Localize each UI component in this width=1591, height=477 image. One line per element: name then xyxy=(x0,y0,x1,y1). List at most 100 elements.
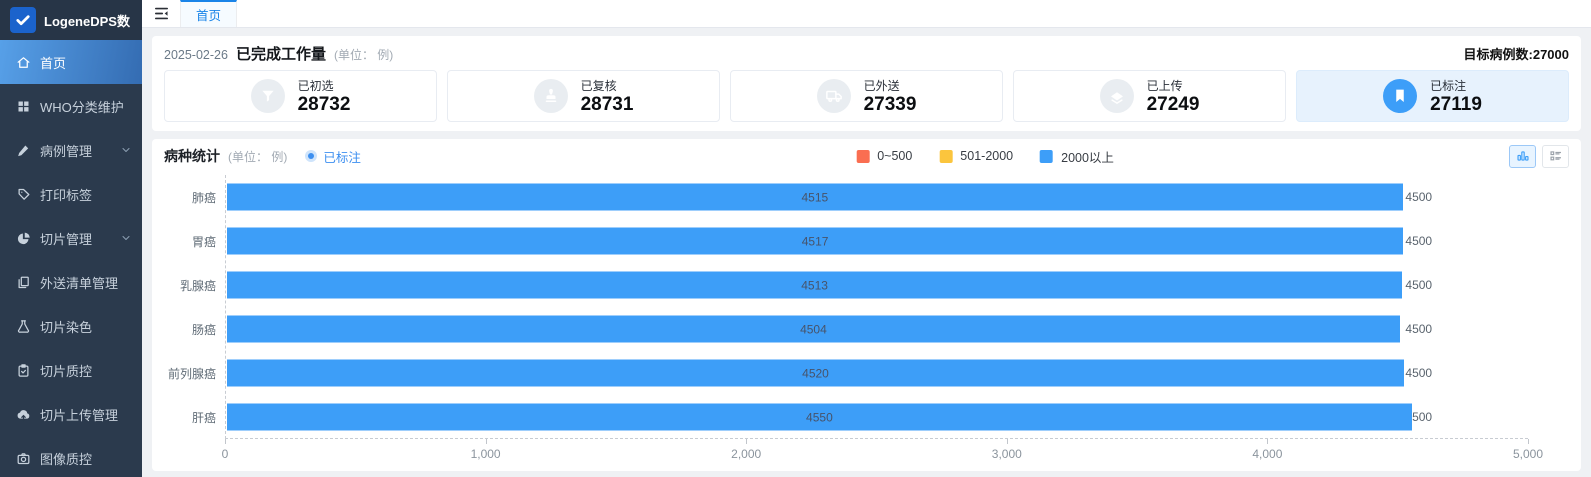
target-value-label: 4500 xyxy=(1405,190,1433,204)
bar-value-label: 4517 xyxy=(801,234,829,248)
category-label: 肠癌 xyxy=(191,322,216,337)
x-axis-line xyxy=(225,438,1528,439)
stat-text: 已外送 27339 xyxy=(864,77,917,116)
bar-value-label: 4513 xyxy=(801,278,828,292)
date-label: 2025-02-26 xyxy=(164,48,228,62)
logo: LogeneDPS数 xyxy=(0,0,142,40)
stat-value: 27339 xyxy=(863,93,917,115)
chevron-down-icon xyxy=(120,144,132,156)
stamp-icon xyxy=(533,79,568,113)
category-label: 乳腺癌 xyxy=(179,278,216,293)
bar-4[interactable]: 4520 xyxy=(227,359,1404,387)
workload-header: 2025-02-26 已完成工作量 (单位： 例) 目标病例数:27000 xyxy=(164,43,1569,63)
legend-item[interactable]: 0~500 xyxy=(856,149,912,163)
x-axis-tick-mark xyxy=(746,439,748,444)
clipboard-check-icon xyxy=(16,363,31,378)
bar-3[interactable]: 4504 xyxy=(227,315,1400,343)
legend-label: 501-2000 xyxy=(960,149,1014,163)
sidebar-item-image-qc[interactable]: 图像质控 xyxy=(0,436,142,477)
sidebar-item-slide-staining[interactable]: 切片染色 xyxy=(0,304,142,348)
camera-icon xyxy=(16,451,31,466)
stat-label: 已上传 xyxy=(1146,78,1183,93)
category-label: 胃癌 xyxy=(191,234,216,249)
target-value-label: 4500 xyxy=(1405,410,1433,424)
document-copy-icon xyxy=(16,275,31,290)
target-cases-label: 目标病例数:27000 xyxy=(1463,47,1569,62)
bar-1[interactable]: 4517 xyxy=(227,227,1404,255)
stat-card-annotated[interactable]: 已标注 27119 xyxy=(1296,70,1569,122)
workload-title: 已完成工作量 xyxy=(235,46,326,63)
target-value-label: 4500 xyxy=(1405,322,1433,336)
sidebar-item-who-category[interactable]: WHO分类维护 xyxy=(0,84,142,128)
sidebar-item-outsource-list[interactable]: 外送清单管理 xyxy=(0,260,142,304)
chart-row: 乳腺癌 4513 4500 xyxy=(180,263,1528,307)
stat-card-sent-out[interactable]: 已外送 27339 xyxy=(730,70,1003,122)
tab-home[interactable]: 首页 xyxy=(180,0,238,27)
chart-row: 前列腺癌 4520 4500 xyxy=(168,351,1528,395)
legend-item[interactable]: 2000以上 xyxy=(1040,147,1114,166)
bookmark-icon xyxy=(1383,79,1418,113)
stat-text: 已标注 27119 xyxy=(1430,77,1482,116)
x-axis-tick-mark xyxy=(485,439,487,444)
chart-header: 病种统计 (单位： 例) 已标注 0~500 501-2000 2000以上 xyxy=(164,139,1569,173)
workload-unit-note: (单位： 例) xyxy=(333,48,394,62)
sidebar-item-case-management[interactable]: 病例管理 xyxy=(0,128,142,172)
stat-card-reviewed[interactable]: 已复核 28731 xyxy=(447,70,720,122)
sidebar-item-slide-upload[interactable]: 切片上传管理 xyxy=(0,392,142,436)
series-toggle[interactable]: 已标注 xyxy=(305,147,361,166)
stat-card-initial-selected[interactable]: 已初选 28732 xyxy=(164,70,437,122)
bar-5[interactable]: 4550 xyxy=(227,403,1412,431)
funnel-icon xyxy=(250,79,285,113)
tag-icon xyxy=(16,187,31,202)
sidebar-item-home[interactable]: 首页 xyxy=(0,40,142,84)
collapse-menu-icon[interactable] xyxy=(142,0,180,27)
scanner-icon xyxy=(1099,79,1134,113)
sidebar-item-print-label[interactable]: 打印标签 xyxy=(0,172,142,216)
main-area: 首页 2025-02-26 已完成工作量 (单位： 例) 目标病例数:27000… xyxy=(142,0,1591,477)
sidebar-item-label: 外送清单管理 xyxy=(40,275,119,291)
chart-plot: 肺癌 4515 4500 胃癌 4517 4500 乳腺癌 4513 4500 … xyxy=(168,175,1528,439)
legend-label: 2000以上 xyxy=(1061,150,1114,165)
radio-selected-icon[interactable] xyxy=(305,150,318,162)
chart-row: 肝癌 4550 4500 xyxy=(192,395,1528,439)
x-axis-tick-mark xyxy=(1528,439,1529,444)
list-view-icon[interactable] xyxy=(1542,144,1569,168)
content: 2025-02-26 已完成工作量 (单位： 例) 目标病例数:27000 已初… xyxy=(142,28,1591,477)
series-toggle-label: 已标注 xyxy=(323,150,361,165)
sidebar-item-label: 首页 xyxy=(40,55,67,71)
stat-text: 已复核 28731 xyxy=(581,77,634,116)
legend-item[interactable]: 501-2000 xyxy=(939,149,1013,163)
stat-value: 28731 xyxy=(580,93,634,115)
target-value-label: 4500 xyxy=(1405,278,1433,292)
chart-view-toggle xyxy=(1509,144,1569,168)
truck-icon xyxy=(816,79,851,113)
cloud-upload-icon xyxy=(16,407,31,422)
x-axis-tick-label: 2,000 xyxy=(731,447,762,461)
stat-label: 已复核 xyxy=(580,78,617,93)
sidebar-item-label: 图像质控 xyxy=(40,451,93,467)
grid-icon xyxy=(16,99,31,114)
x-axis-tick-label: 5,000 xyxy=(1512,447,1544,461)
bar-0[interactable]: 4515 xyxy=(227,183,1403,211)
bar-value-label: 4550 xyxy=(806,410,833,424)
sidebar-item-label: WHO分类维护 xyxy=(40,99,124,115)
bar-chart-icon[interactable] xyxy=(1509,144,1536,168)
stat-text: 已初选 28732 xyxy=(298,77,351,116)
stat-label: 已外送 xyxy=(863,78,900,93)
stat-label: 已初选 xyxy=(297,78,334,93)
sidebar-item-slide-management[interactable]: 切片管理 xyxy=(0,216,142,260)
stat-text: 已上传 27249 xyxy=(1147,77,1200,116)
stat-value: 27119 xyxy=(1430,93,1482,115)
x-axis-tick-label: 0 xyxy=(221,447,229,461)
sidebar-item-slide-qc[interactable]: 切片质控 xyxy=(0,348,142,392)
chart-row: 肺癌 4515 4500 xyxy=(192,175,1528,219)
chart-legend: 0~500 501-2000 2000以上 xyxy=(856,139,1114,173)
chart-body: 肺癌 4515 4500 胃癌 4517 4500 乳腺癌 4513 4500 … xyxy=(164,173,1569,465)
chevron-down-icon xyxy=(120,232,132,244)
stat-card-uploaded[interactable]: 已上传 27249 xyxy=(1013,70,1286,122)
x-axis-tick-mark xyxy=(1267,439,1269,444)
bar-2[interactable]: 4513 xyxy=(227,271,1403,299)
sidebar-item-label: 病例管理 xyxy=(40,143,93,159)
app-title: LogeneDPS数 xyxy=(44,13,130,29)
